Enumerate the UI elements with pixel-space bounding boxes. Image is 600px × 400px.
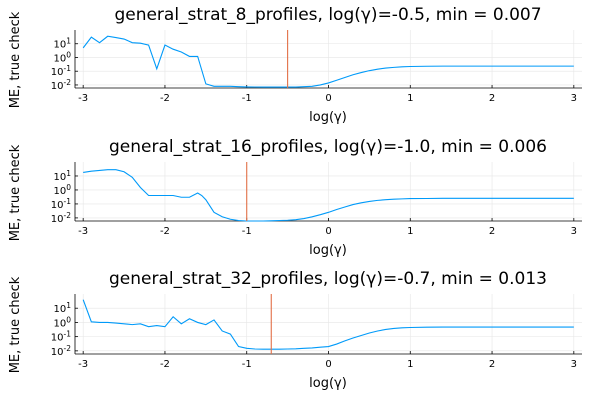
x-tick-label: 1 <box>407 93 413 104</box>
y-axis-label: ME, true check <box>8 144 23 241</box>
x-axis-label: log(γ) <box>309 110 347 125</box>
y-tick-label: 101 <box>53 301 71 315</box>
y-tick-label: 10-2 <box>51 211 71 225</box>
y-tick-label: 101 <box>53 169 71 183</box>
x-tick-label: 3 <box>571 93 577 104</box>
y-tick-label: 10-1 <box>51 197 71 211</box>
series-line-1 <box>83 169 574 222</box>
y-tick-label: 10-2 <box>51 78 71 92</box>
y-tick-label: 100 <box>53 183 71 197</box>
subplot-2: general_strat_16_profiles, log(γ)=-1.0, … <box>8 137 582 258</box>
x-tick-label: -1 <box>242 359 252 370</box>
y-tick-label: 100 <box>53 50 71 64</box>
y-tick-label: 100 <box>53 315 71 329</box>
x-tick-label: -2 <box>160 93 170 104</box>
x-tick-label: 1 <box>407 226 413 237</box>
y-tick-label: 10-1 <box>51 330 71 344</box>
subplot-1: general_strat_8_profiles, log(γ)=-0.5, m… <box>8 5 582 125</box>
x-tick-label: 0 <box>325 359 331 370</box>
x-tick-label: -2 <box>160 226 170 237</box>
y-axis-label: ME, true check <box>8 11 23 108</box>
x-tick-label: 3 <box>571 226 577 237</box>
y-tick-label: 10-1 <box>51 64 71 78</box>
x-tick-label: 3 <box>571 359 577 370</box>
y-tick-label: 10-2 <box>51 344 71 358</box>
x-tick-label: 2 <box>489 359 495 370</box>
subplot-title: general_strat_32_profiles, log(γ)=-0.7, … <box>109 269 547 289</box>
y-tick-label: 101 <box>53 37 71 51</box>
x-tick-label: 2 <box>489 226 495 237</box>
x-tick-label: 0 <box>325 226 331 237</box>
x-tick-label: -3 <box>78 359 88 370</box>
series-line-1 <box>82 299 574 350</box>
x-tick-label: -1 <box>242 226 252 237</box>
subplot-title: general_strat_8_profiles, log(γ)=-0.5, m… <box>114 5 541 25</box>
x-axis-label: log(γ) <box>309 243 347 258</box>
x-tick-label: 1 <box>407 359 413 370</box>
x-tick-label: -1 <box>242 93 252 104</box>
y-axis-label: ME, true check <box>8 276 23 373</box>
x-tick-label: -3 <box>78 93 88 104</box>
x-tick-label: -2 <box>160 359 170 370</box>
subplot-title: general_strat_16_profiles, log(γ)=-1.0, … <box>109 137 547 157</box>
subplot-3: general_strat_32_profiles, log(γ)=-0.7, … <box>8 269 582 391</box>
x-tick-label: 2 <box>489 93 495 104</box>
x-axis-label: log(γ) <box>309 376 347 391</box>
x-tick-label: 0 <box>325 93 331 104</box>
x-tick-label: -3 <box>78 226 88 237</box>
